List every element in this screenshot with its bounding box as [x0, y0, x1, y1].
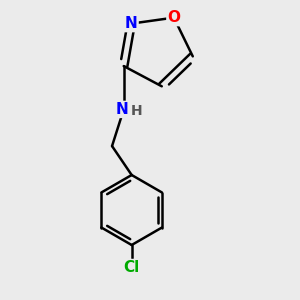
Text: N: N [116, 102, 128, 117]
Text: H: H [130, 104, 142, 118]
Text: Cl: Cl [124, 260, 140, 275]
Text: N: N [125, 16, 138, 31]
Text: O: O [167, 10, 180, 25]
